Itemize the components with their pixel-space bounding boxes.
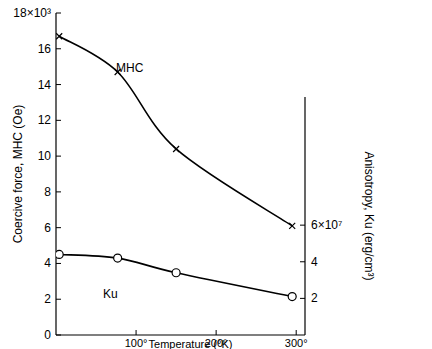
x-tick-label: 100° [125,337,148,349]
y2-axis [304,97,305,335]
y-tick [56,84,61,85]
x-tick [296,330,297,335]
x-tick [136,330,137,335]
y2-tick [300,298,305,299]
y-tick-label: 14 [38,78,52,92]
y-tick [56,227,61,228]
y2-tick-label: 2 [311,291,318,305]
y-tick-label: 4 [44,256,51,270]
y-tick-label: 6 [44,221,51,235]
series-line [59,254,292,296]
series-line [59,36,292,226]
y-tick [56,13,61,14]
y-tick [56,48,61,49]
y-tick-label: 18×10³ [13,6,51,20]
x-axis [56,334,305,335]
y-tick-label: 10 [38,149,52,163]
y-tick-label: 8 [44,185,51,199]
y-tick [56,156,61,157]
y2-axis-label: Anisotropy, Ku (erg/cm³) [362,151,376,280]
series-label: Ku [103,287,118,301]
y-tick [56,191,61,192]
marker [56,250,63,258]
background [0,0,432,349]
y-tick [56,299,61,300]
marker [56,33,62,39]
marker [289,223,295,229]
y-tick-label: 2 [44,292,51,306]
x-tick [216,330,217,335]
marker [114,254,122,262]
y2-tick-label: 4 [311,255,318,269]
y-tick-label: 12 [38,113,52,127]
y2-tick-label: 6×10⁷ [311,218,342,232]
y2-tick [300,261,305,262]
marker [288,293,296,301]
y-axis [55,13,56,335]
y-axis-label: Coercive force, MHC (Oe) [11,105,25,244]
x-axis-label: Temperature (°K) [149,338,233,349]
marker [173,146,179,152]
series-label: MHC [116,61,144,75]
y-tick [56,263,61,264]
plot-area [56,33,296,300]
y2-tick [300,225,305,226]
marker [172,269,180,277]
x-tick-label: 300° [285,337,308,349]
y-tick-label: 0 [44,328,51,342]
y-tick [56,120,61,121]
y-tick-label: 16 [38,42,52,56]
chart: 024681012141618×10³246×10⁷100°200°300°Te… [0,0,432,349]
y-tick [56,335,61,336]
